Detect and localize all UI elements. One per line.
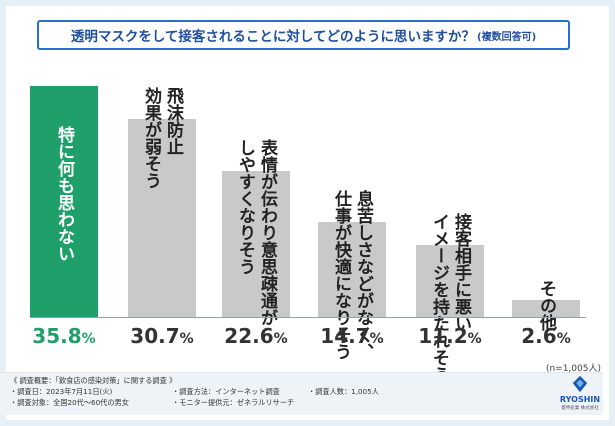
survey-method: ・調査方法：インターネット調査: [172, 387, 280, 396]
survey-footer: [0, 372, 603, 415]
bar-1-label-line-1: 特に何も思わない: [54, 126, 74, 262]
question-text: 透明マスクをして接客されることに対してどのように思いますか？: [70, 29, 476, 45]
bar-1-value-unit: %: [81, 331, 96, 347]
company-logo-subtitle: 菱伸産業 株式会社: [561, 406, 599, 411]
bar-6-value-number: 2.6: [521, 324, 557, 348]
question-title: 透明マスクをして接客されることに対してどのように思いますか？ (複数回答可): [37, 20, 570, 50]
bar-4-value: 14.7%: [307, 324, 397, 348]
bar-1-value-number: 35.8: [32, 324, 82, 348]
bar-6-label-line-1: その他: [536, 280, 556, 331]
bar-6-value-unit: %: [556, 331, 571, 347]
bar-4: [318, 222, 386, 317]
survey-date: ・調査日：2023年7月11日(火): [10, 387, 113, 396]
bar-1-value: 35.8%: [19, 324, 109, 348]
bar-5-label-line-2: イメージを持たれそう: [429, 213, 449, 383]
question-note: (複数回答可): [477, 31, 537, 43]
bar-5-label-line-1: 接客相手に悪い: [451, 213, 471, 332]
survey-target: ・調査対象：全国20代～60代の男女: [10, 398, 129, 407]
bar-3-value-unit: %: [273, 331, 288, 347]
bar-3-value-number: 22.6: [224, 324, 274, 348]
infographic-frame: [6, 6, 609, 420]
bar-3-value: 22.6%: [211, 324, 301, 348]
bar-3-label-line-1: 表情が伝わり意思疎通が: [257, 139, 277, 326]
bar-2-value-number: 30.7: [130, 324, 180, 348]
company-logo-name: RYOSHIN: [559, 395, 601, 404]
bar-6: [512, 300, 580, 317]
bar-5-value: 11.2%: [405, 324, 495, 348]
survey-count: ・調査人数：1,005人: [308, 387, 379, 396]
bar-2-label-line-1: 飛沫防止: [163, 87, 183, 155]
bar-3: [222, 171, 290, 317]
bar-4-value-unit: %: [369, 331, 384, 347]
bar-2-value-unit: %: [179, 331, 194, 347]
bar-3-label-line-2: しやすくなりそう: [235, 139, 255, 275]
bar-2-label-line-2: 効果が弱そう: [141, 87, 161, 189]
bar-6-value: 2.6%: [501, 324, 591, 348]
bar-2: [128, 119, 196, 317]
survey-provider: ・モニター提供元：ゼネラルリサーチ: [172, 398, 295, 407]
bar-4-value-number: 14.7: [320, 324, 370, 348]
sample-size-note: (n=1,005人): [545, 364, 601, 374]
bar-5-value-unit: %: [467, 331, 482, 347]
survey-overview: 《 調査概要：「飲食店の感染対策」に関する調査 》: [10, 376, 177, 385]
bar-5: [416, 245, 484, 317]
bar-5-value-number: 11.2: [418, 324, 468, 348]
chart-baseline: [30, 317, 586, 318]
bar-1: [30, 86, 98, 317]
company-logo-icon: [572, 375, 588, 393]
bar-2-value: 30.7%: [117, 324, 207, 348]
